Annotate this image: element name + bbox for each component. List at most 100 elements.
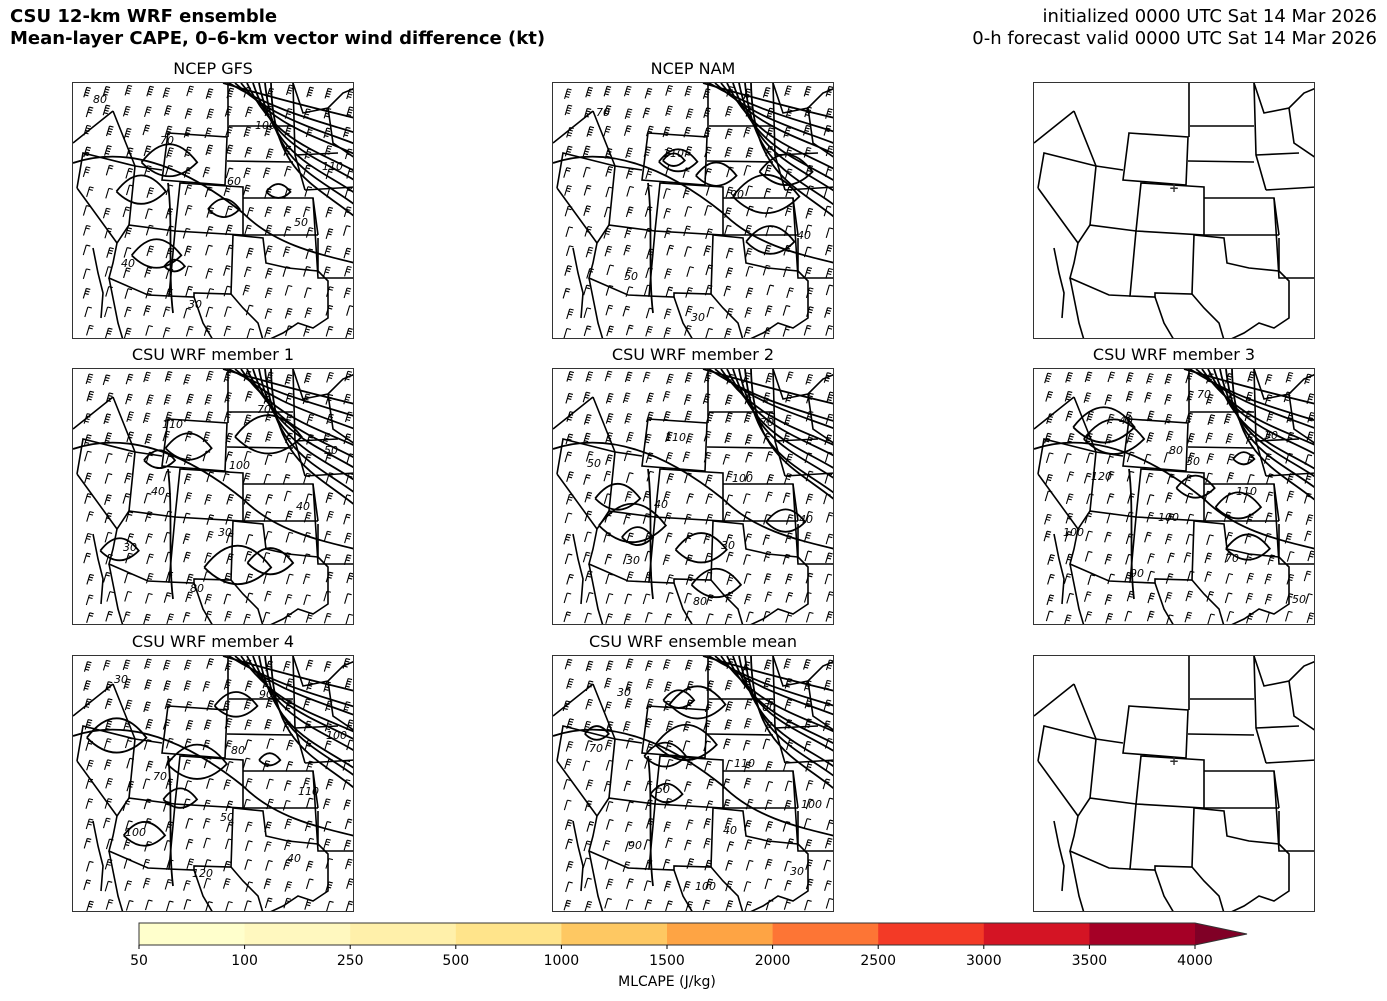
contour-label: 120 <box>1091 470 1112 483</box>
valid-time: 0-h forecast valid 0000 UTC Sat 14 Mar 2… <box>972 28 1377 49</box>
contour-label: 30 <box>691 311 705 324</box>
contour-label: 100 <box>1063 526 1084 539</box>
contour-label: 70 <box>153 770 167 783</box>
wind-barbs <box>562 85 833 338</box>
contour-label: 40 <box>296 500 310 513</box>
contour-label: 50 <box>294 216 308 229</box>
contour-label: 70 <box>589 742 603 755</box>
panel-title: CSU WRF member 4 <box>131 632 295 651</box>
colorbar-segment <box>455 923 562 945</box>
colorbar-segment <box>139 923 246 945</box>
contour-label: 100 <box>695 880 716 893</box>
contour-label: 80 <box>93 93 107 106</box>
contour-label: 110 <box>734 757 755 770</box>
panel-title: CSU WRF ensemble mean <box>588 632 797 651</box>
contour-label: 50 <box>587 457 601 470</box>
contour-label: 30 <box>114 673 128 686</box>
contour-label: 70 <box>160 134 174 147</box>
contour-label: 40 <box>723 824 737 837</box>
contour-label: 80 <box>1169 444 1183 457</box>
colorbar-tick-label: 250 <box>336 953 364 969</box>
colorbar-label: MLCAPE (J/kg) <box>618 974 716 990</box>
colorbar-segment <box>350 923 457 945</box>
title-line-2: Mean-layer CAPE, 0–6-km vector wind diff… <box>10 28 546 49</box>
contour-label: 70 <box>596 106 610 119</box>
title-line-1: CSU 12-km WRF ensemble <box>10 6 278 27</box>
shear-contours <box>1034 369 1314 600</box>
basemap-panel: + <box>1033 655 1315 912</box>
map-panel: 110 100 40 30 80 70 50 40 30 <box>552 368 834 625</box>
colorbar-tick-label: 1500 <box>649 953 685 969</box>
contour-label: 80 <box>190 582 204 595</box>
panel-title: NCEP GFS <box>173 59 253 78</box>
contour-label: 80 <box>231 744 245 757</box>
contour-label: 90 <box>730 188 744 201</box>
colorbar-segment <box>983 923 1090 945</box>
contour-label: 70 <box>1225 552 1239 565</box>
wind-barbs <box>83 370 353 624</box>
basemap-panel: + <box>1033 82 1315 339</box>
contour-label: 40 <box>654 498 668 511</box>
wind-barbs <box>83 658 353 911</box>
colorbar-tick-label: 3500 <box>1071 953 1108 969</box>
contour-label: 70 <box>760 416 774 429</box>
shear-contours <box>553 83 833 314</box>
contour-label: 90 <box>259 688 273 701</box>
location-marker: + <box>1169 181 1179 195</box>
contour-label: 90 <box>628 839 642 852</box>
contour-label: 100 <box>732 472 753 485</box>
contour-label: 40 <box>121 257 135 270</box>
shear-contours <box>553 369 833 600</box>
contour-label: 80 <box>693 595 707 608</box>
contour-label: 50 <box>656 783 670 796</box>
state-borders <box>1034 656 1314 911</box>
wind-barbs <box>562 658 833 911</box>
contour-label: 30 <box>617 686 631 699</box>
contour-label: 30 <box>123 541 137 554</box>
contour-label: 110 <box>322 160 343 173</box>
contour-label: 50 <box>220 811 234 824</box>
colorbar-tick-label: 2000 <box>754 953 791 969</box>
map-panel: 80 110 100 90 70 30 120 100 70 50 40 30 <box>1033 368 1315 625</box>
map-panel: 80 110 100 120 90 100 70 50 40 30 <box>72 655 354 912</box>
shear-contours <box>73 369 353 600</box>
colorbar-tick-label: 2500 <box>860 953 897 969</box>
colorbar-tick-label: 4000 <box>1177 953 1213 969</box>
panel-title: NCEP NAM <box>650 59 736 78</box>
colorbar-tick-label: 3000 <box>965 953 1002 969</box>
colorbar-tick-label: 1000 <box>543 953 580 969</box>
contour-label: 30 <box>218 526 232 539</box>
contour-label: 40 <box>151 485 165 498</box>
location-marker: + <box>1169 754 1179 768</box>
contour-label: 50 <box>624 270 638 283</box>
contour-label: 60 <box>762 701 776 714</box>
contour-label: 50 <box>1292 593 1306 606</box>
contour-label: 30 <box>721 539 735 552</box>
state-borders <box>73 83 353 338</box>
contour-label: 30 <box>188 298 202 311</box>
figure-title: CSU 12-km WRF ensemble Mean-layer CAPE, … <box>10 6 545 50</box>
colorbar-segment <box>561 923 668 945</box>
contour-label: 120 <box>192 867 213 880</box>
wind-barbs <box>82 84 353 338</box>
panel-title: CSU WRF member 3 <box>1092 345 1256 364</box>
colorbar-segment <box>772 923 879 945</box>
contour-label: 110 <box>298 785 319 798</box>
shear-contours <box>553 656 833 887</box>
contour-label: 100 <box>229 459 250 472</box>
colorbar-segment <box>667 923 774 945</box>
colorbar-segment <box>244 923 351 945</box>
colorbar-segment <box>878 923 985 945</box>
contour-label: 30 <box>790 865 804 878</box>
contour-label: 100 <box>326 729 347 742</box>
colorbar-tick-label: 50 <box>130 953 148 969</box>
contour-label: 100 <box>125 826 146 839</box>
colorbar-tick-label: 100 <box>231 953 258 969</box>
contour-label: 100 <box>1158 511 1179 524</box>
contour-label: 30 <box>1186 455 1200 468</box>
panel-title: CSU WRF member 1 <box>131 345 295 364</box>
init-time: initialized 0000 UTC Sat 14 Mar 2026 <box>1042 6 1377 27</box>
map-panel: 110 100 40 30 80 70 50 40 30 <box>72 368 354 625</box>
map-panel: 110 100 90 100 60 70 50 40 30 30 <box>552 655 834 912</box>
